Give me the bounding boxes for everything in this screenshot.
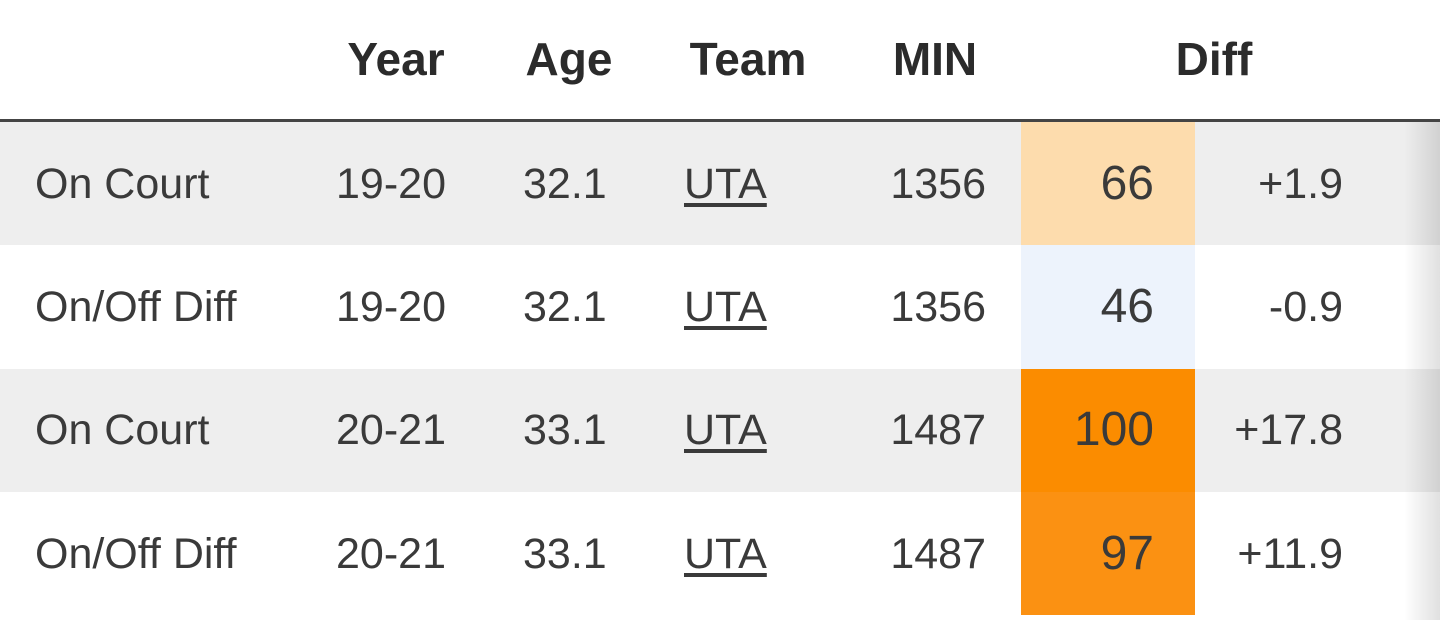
minutes: 1356 [890,159,986,208]
team-link[interactable]: UTA [684,282,767,331]
year: 20-21 [336,529,446,578]
header-year: Year [347,33,445,85]
team-link[interactable]: UTA [684,529,767,578]
age: 32.1 [523,282,607,331]
year: 19-20 [336,282,446,331]
percentile: 66 [1100,156,1154,210]
percentile-cell [1021,245,1195,369]
percentile-cell [1021,122,1195,246]
row-background [0,368,1440,492]
minutes: 1487 [890,529,986,578]
header-team: Team [689,33,807,85]
row-background [0,491,1440,615]
percentile-cell [1021,368,1195,492]
minutes: 1356 [890,282,986,331]
row-label: On/Off Diff [35,529,237,578]
percentile-cell [1021,491,1195,615]
percentile: 100 [1073,403,1154,457]
diff-value: +11.9 [1237,529,1343,578]
header-min: MIN [892,33,978,85]
header-rule [0,119,1440,122]
percentile: 46 [1100,279,1154,333]
row-background [0,122,1440,245]
age: 32.1 [523,159,607,208]
scroll-shadow [1404,122,1440,620]
row-background [0,245,1440,369]
row-label: On Court [35,159,210,208]
diff-value: +17.8 [1234,406,1343,455]
row-label: On Court [35,406,210,455]
header-age: Age [525,33,613,85]
team-link[interactable]: UTA [684,406,767,455]
header-diff: Diff [1175,33,1253,85]
row-label: On/Off Diff [35,282,237,331]
diff-value: +1.9 [1258,159,1343,208]
year: 20-21 [336,406,446,455]
diff-value: -0.9 [1268,282,1343,331]
age: 33.1 [523,406,607,455]
minutes: 1487 [890,406,986,455]
team-link[interactable]: UTA [684,159,767,208]
percentile: 97 [1100,526,1154,580]
age: 33.1 [523,529,607,578]
year: 19-20 [336,159,446,208]
